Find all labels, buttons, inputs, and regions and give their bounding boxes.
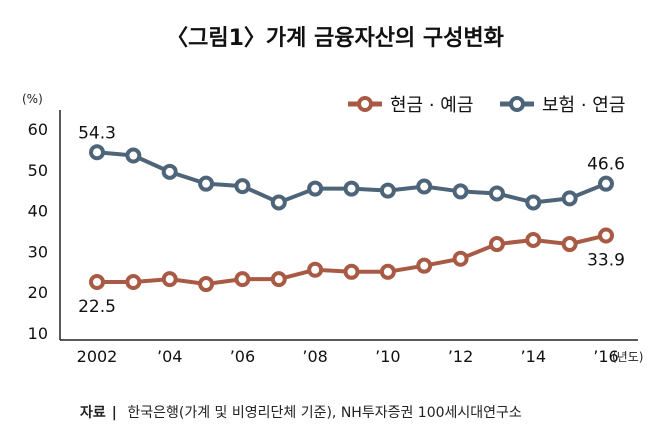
data-point xyxy=(343,263,360,280)
data-point xyxy=(89,274,105,290)
y-tick-label: 30 xyxy=(28,242,48,261)
data-point xyxy=(452,183,469,200)
y-tick-label: 40 xyxy=(28,202,48,221)
y-tick-label: 10 xyxy=(28,324,48,343)
data-point xyxy=(198,276,215,293)
y-tick-label: 50 xyxy=(28,161,48,180)
data-point xyxy=(416,257,433,274)
data-point xyxy=(598,175,614,192)
data-point xyxy=(270,271,287,288)
y-axis-unit: (%) xyxy=(22,92,43,106)
data-point xyxy=(488,236,505,253)
data-label: 33.9 xyxy=(587,250,625,270)
x-tick-label: ’10 xyxy=(375,347,400,366)
data-point xyxy=(343,180,360,197)
x-tick-label: ’04 xyxy=(157,347,182,366)
x-axis-unit: (년도) xyxy=(612,350,643,364)
data-point xyxy=(234,271,251,288)
x-tick-label: ’12 xyxy=(448,347,473,366)
data-point xyxy=(307,261,324,278)
source-text: 한국은행(가계 및 비영리단체 기준), NH투자증권 100세시대연구소 xyxy=(127,405,522,421)
legend-swatch-marker xyxy=(357,96,373,112)
data-point xyxy=(234,178,251,195)
y-tick-label: 20 xyxy=(28,283,48,302)
x-tick-label: ’14 xyxy=(521,347,546,366)
data-point xyxy=(525,231,542,248)
data-label: 22.5 xyxy=(78,297,116,317)
data-point xyxy=(379,263,396,280)
legend-swatch-marker xyxy=(509,96,525,112)
data-point xyxy=(379,182,396,199)
data-point xyxy=(161,271,178,288)
x-tick-label: ’16 xyxy=(593,347,618,366)
x-tick-label: 2002 xyxy=(77,347,118,366)
data-point xyxy=(161,163,178,180)
y-tick-label: 60 xyxy=(28,120,48,139)
line-chart: (%) 10 20 30 40 50 60 2002 ’04 ’06 ’08 ’10 ’12 ’14 ’16… xyxy=(22,92,643,366)
data-point xyxy=(488,185,505,202)
source-separator: | xyxy=(111,405,117,421)
data-point xyxy=(525,194,542,211)
chart-title: 〈그림1〉가계 금융자산의 구성변화 xyxy=(166,26,504,51)
data-label: 46.6 xyxy=(587,155,625,175)
data-point xyxy=(125,274,142,290)
data-point xyxy=(307,180,324,197)
data-label: 54.3 xyxy=(78,123,116,143)
legend-label: 보험 · 연금 xyxy=(542,95,625,116)
data-point xyxy=(125,147,142,164)
data-point xyxy=(598,227,614,244)
data-point xyxy=(89,144,105,161)
data-point xyxy=(561,190,578,207)
data-point xyxy=(452,250,469,267)
data-point xyxy=(270,194,287,211)
data-point xyxy=(416,178,433,195)
data-point xyxy=(561,236,578,253)
x-tick-label: ’08 xyxy=(302,347,327,366)
source-note: 자료 | 한국은행(가계 및 비영리단체 기준), NH투자증권 100세시대연구… xyxy=(80,402,522,422)
data-point xyxy=(198,175,215,192)
x-tick-label: ’06 xyxy=(230,347,255,366)
legend-label: 현금 · 예금 xyxy=(390,95,473,116)
source-label: 자료 xyxy=(80,405,106,421)
